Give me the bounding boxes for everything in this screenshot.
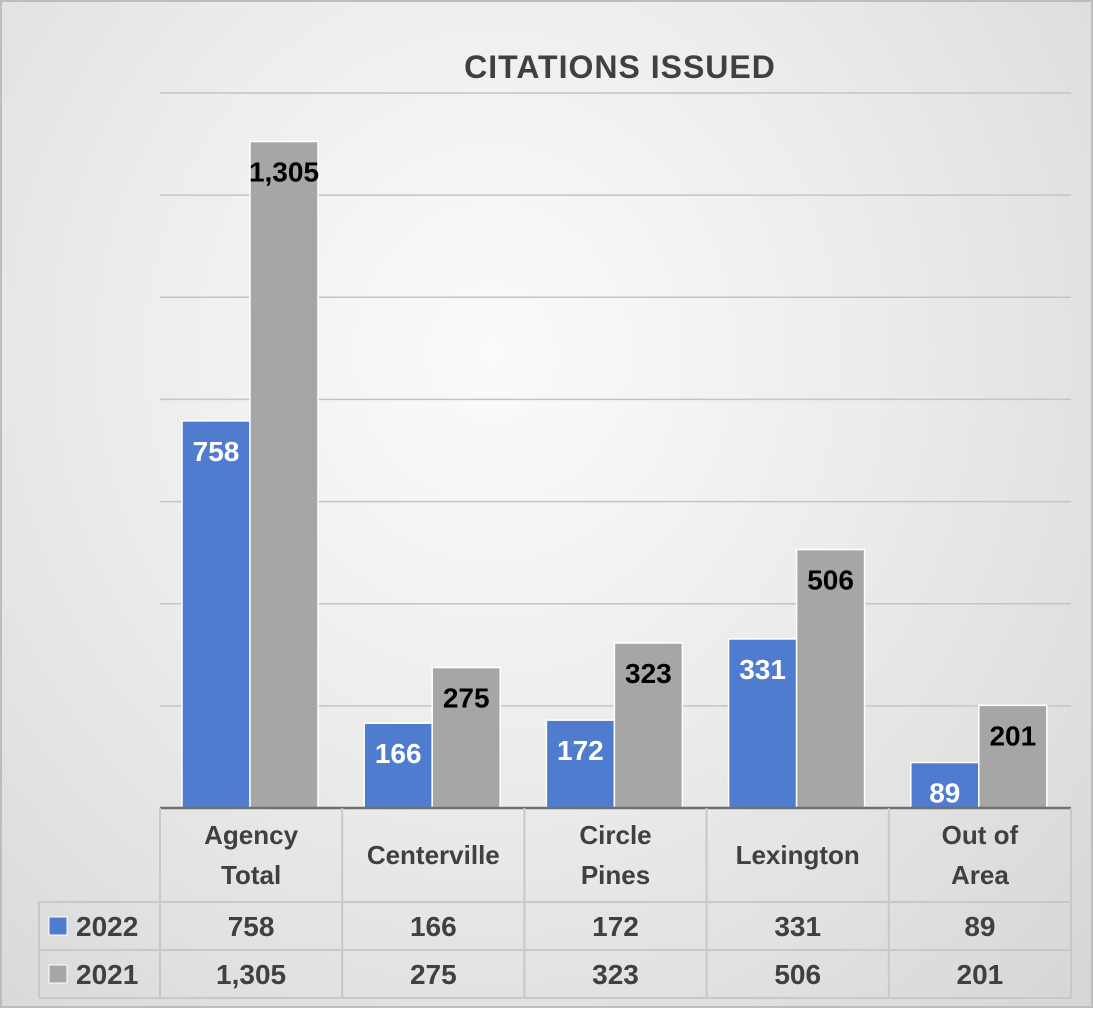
bar-2022-3	[727, 638, 798, 809]
data-label-2022-2: 172	[557, 735, 604, 766]
data-label-2021-2: 323	[625, 658, 672, 689]
series-name-2022: 2022	[76, 911, 138, 942]
bar-2022-2	[545, 719, 616, 809]
category-label: Total	[221, 860, 281, 890]
table-cell-2022-4: 89	[964, 911, 995, 942]
chart-title: CITATIONS ISSUED	[464, 49, 776, 85]
data-label-2021-3: 506	[807, 565, 854, 596]
table-cell-2021-1: 275	[410, 959, 457, 990]
category-label: Area	[951, 860, 1009, 890]
category-label: Circle	[579, 820, 651, 850]
bar-2021-3	[795, 548, 866, 809]
table-cell-2021-0: 1,305	[216, 959, 286, 990]
data-table: Agency Total Centerville Circle Pines Lexingt…	[38, 806, 1072, 999]
data-label-2022-1: 166	[375, 738, 422, 769]
category-label: Agency	[204, 820, 298, 850]
data-label-2022-0: 758	[193, 436, 240, 467]
bar-2021-0	[249, 140, 319, 809]
bar-2021-1	[431, 666, 501, 809]
legend-key-2021	[48, 964, 68, 984]
data-label-2022-3: 331	[739, 654, 786, 685]
table-cell-2022-0: 758	[228, 911, 275, 942]
legend-key-2022	[48, 916, 68, 936]
table-cell-2022-3: 331	[774, 911, 821, 942]
table-cell-2021-2: 323	[592, 959, 639, 990]
series-name-2021: 2021	[76, 959, 138, 990]
data-label-2021-4: 201	[989, 720, 1036, 751]
table-cell-2021-3: 506	[774, 959, 821, 990]
bar-2022-0	[181, 420, 251, 809]
data-label-2022-4: 89	[929, 778, 960, 809]
bar-2021-2	[613, 642, 684, 809]
category-label: Centerville	[367, 840, 500, 870]
category-label: Out of	[942, 820, 1019, 850]
bar-2021-4	[978, 704, 1048, 809]
data-label-2021-0: 1,305	[249, 157, 319, 188]
table-cell-2021-4: 201	[957, 959, 1004, 990]
data-label-2021-1: 275	[443, 683, 490, 714]
category-label: Lexington	[736, 840, 860, 870]
table-cell-2022-1: 166	[410, 911, 457, 942]
bar-labels: 758 1,305 166 275 172 323 331 506 89 201	[193, 157, 1037, 809]
table-cell-2022-2: 172	[592, 911, 639, 942]
bars	[181, 140, 1048, 809]
category-label: Pines	[581, 860, 650, 890]
